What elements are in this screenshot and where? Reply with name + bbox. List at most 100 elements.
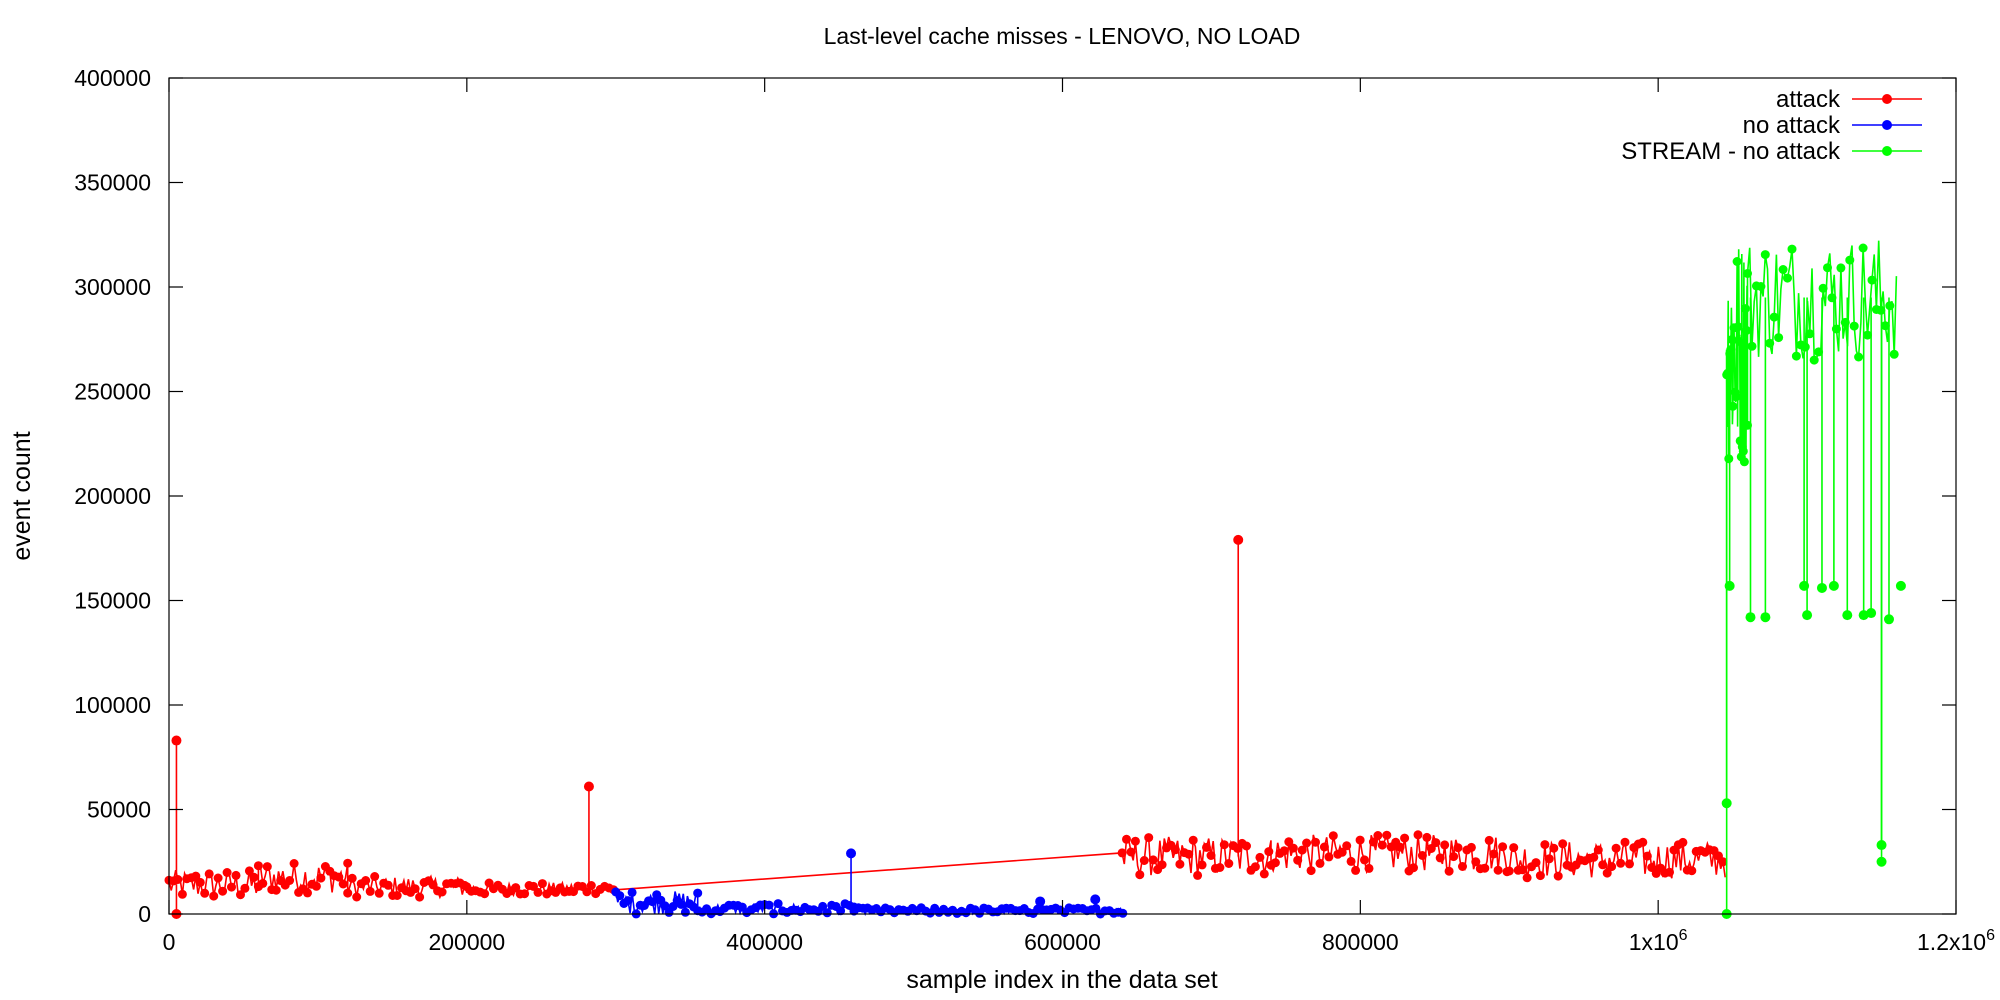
x-tick-label: 1x106 xyxy=(1629,927,1688,955)
data-point xyxy=(1787,244,1797,254)
data-point xyxy=(1255,852,1265,862)
data-point xyxy=(1302,838,1312,848)
data-point xyxy=(1377,840,1387,850)
data-point xyxy=(1188,835,1198,845)
data-point xyxy=(1157,860,1167,870)
data-point xyxy=(1642,851,1652,861)
data-point xyxy=(1665,867,1674,877)
data-point xyxy=(200,888,210,898)
spike-point xyxy=(846,848,857,859)
data-point xyxy=(1732,257,1742,266)
data-point xyxy=(316,873,326,883)
data-point xyxy=(1400,833,1410,843)
data-point xyxy=(1293,855,1303,865)
data-point xyxy=(537,879,547,889)
data-point xyxy=(1471,857,1481,867)
data-point xyxy=(1435,853,1445,863)
x-tick-label: 800000 xyxy=(1322,929,1399,955)
data-point xyxy=(1175,859,1185,869)
data-point xyxy=(365,886,375,896)
data-point xyxy=(1319,842,1329,852)
data-point xyxy=(1270,858,1280,868)
data-point xyxy=(511,883,521,893)
data-point xyxy=(1117,848,1127,858)
data-point xyxy=(1382,830,1392,840)
spike-point xyxy=(1842,610,1853,621)
data-point xyxy=(1395,842,1405,852)
data-point xyxy=(1297,845,1307,855)
data-point xyxy=(520,889,530,899)
data-point xyxy=(1279,846,1289,856)
spike-point xyxy=(1090,894,1101,905)
data-point xyxy=(1360,855,1369,865)
data-point xyxy=(1889,349,1899,359)
data-point xyxy=(1484,835,1494,845)
data-point xyxy=(1765,338,1775,348)
x-axis-label: sample index in the data set xyxy=(906,966,1217,994)
data-point xyxy=(244,866,254,876)
data-point xyxy=(1364,863,1374,873)
data-point xyxy=(818,901,828,911)
data-point xyxy=(1791,351,1801,361)
data-point xyxy=(1836,263,1846,273)
data-point xyxy=(1337,847,1347,857)
data-point xyxy=(1727,335,1737,344)
data-point xyxy=(1549,843,1559,853)
data-point xyxy=(1718,857,1728,867)
data-point xyxy=(1740,304,1750,314)
data-point xyxy=(1489,849,1499,859)
spike-point xyxy=(1721,798,1732,809)
data-point xyxy=(1726,345,1736,355)
data-point xyxy=(218,886,228,896)
data-point xyxy=(1170,845,1180,855)
data-point xyxy=(836,906,846,916)
data-point xyxy=(1409,863,1418,873)
data-point xyxy=(582,887,592,897)
data-point xyxy=(1620,837,1630,847)
y-tick-label: 100000 xyxy=(74,692,151,718)
data-point xyxy=(680,907,690,917)
spike-point xyxy=(1816,582,1827,593)
data-point xyxy=(352,892,362,902)
data-point xyxy=(1219,840,1229,850)
data-point xyxy=(1480,863,1490,873)
spike-point xyxy=(1883,614,1894,625)
data-point xyxy=(1417,851,1427,860)
data-point xyxy=(1734,336,1744,346)
data-point xyxy=(258,878,268,888)
y-tick-label: 400000 xyxy=(74,65,151,91)
data-point xyxy=(1743,269,1752,278)
spike-point xyxy=(1724,580,1735,591)
data-point xyxy=(1814,347,1824,357)
data-point xyxy=(1449,852,1459,862)
data-point xyxy=(410,884,420,894)
legend-label: attack xyxy=(1776,86,1841,113)
data-point xyxy=(1311,837,1320,847)
data-point xyxy=(1224,859,1234,868)
y-axis-label: event count xyxy=(8,431,36,560)
data-point xyxy=(195,877,205,887)
data-point xyxy=(204,869,214,879)
data-point xyxy=(648,897,658,907)
data-point xyxy=(1453,843,1463,853)
data-point xyxy=(1130,836,1140,846)
data-point xyxy=(1504,866,1514,876)
spike-point xyxy=(1828,580,1839,591)
data-point xyxy=(1202,842,1211,852)
data-point xyxy=(1774,333,1784,343)
data-point xyxy=(1742,325,1751,335)
data-point xyxy=(1197,860,1207,870)
chart-title: Last-level cache misses - LENOVO, NO LOA… xyxy=(824,23,1301,49)
data-point xyxy=(1544,854,1554,864)
data-point xyxy=(1351,865,1361,875)
data-point xyxy=(1250,862,1260,872)
data-point xyxy=(1880,321,1890,331)
y-tick-label: 300000 xyxy=(74,274,151,300)
data-point xyxy=(1540,840,1550,850)
data-point xyxy=(533,887,543,897)
data-point xyxy=(676,899,686,909)
data-point xyxy=(343,888,353,898)
